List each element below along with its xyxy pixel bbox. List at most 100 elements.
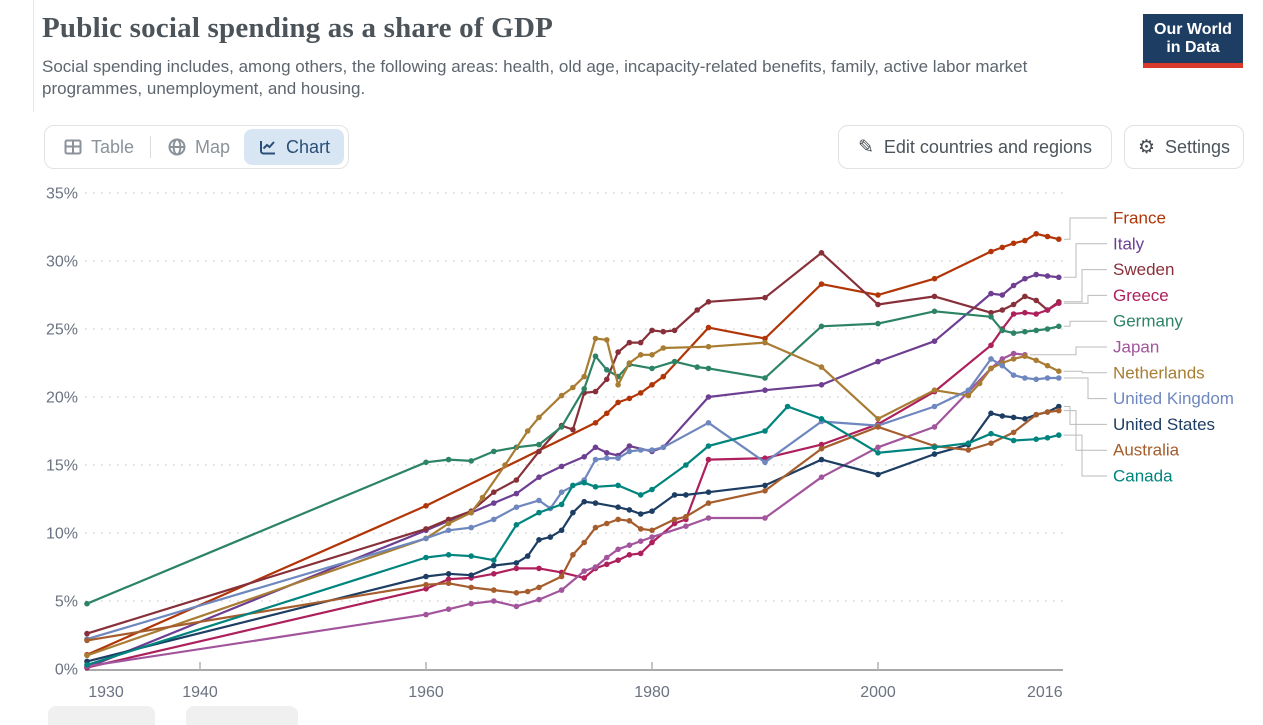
data-point[interactable] [536,537,542,543]
data-point[interactable] [1022,309,1028,316]
data-point[interactable] [1022,328,1028,335]
data-point[interactable] [570,509,576,516]
data-point[interactable] [637,390,644,396]
settings-button[interactable]: ⚙ Settings [1124,125,1244,169]
data-point[interactable] [637,526,644,532]
data-point[interactable] [491,571,497,577]
data-point[interactable] [423,526,429,532]
data-point[interactable] [875,424,881,430]
data-point[interactable] [626,518,633,524]
data-point[interactable] [491,516,497,523]
data-point[interactable] [649,486,655,493]
data-point[interactable] [988,342,994,349]
data-point[interactable] [615,399,621,406]
data-point[interactable] [683,492,689,498]
data-point[interactable] [558,527,565,534]
data-point[interactable] [468,458,475,464]
data-point[interactable] [705,489,712,496]
data-point[interactable] [1010,372,1017,379]
owid-logo[interactable]: Our World in Data [1143,14,1243,68]
data-point[interactable] [524,428,531,434]
data-point[interactable] [445,527,452,534]
data-point[interactable] [931,403,938,410]
data-point[interactable] [1044,375,1051,381]
data-point[interactable] [875,471,881,478]
data-point[interactable] [536,474,542,481]
data-point[interactable] [1033,357,1039,364]
data-point[interactable] [570,426,576,433]
data-point[interactable] [1056,368,1062,375]
data-point[interactable] [604,450,610,456]
data-point[interactable] [818,416,825,422]
data-point[interactable] [513,590,520,596]
data-point[interactable] [705,500,712,506]
data-point[interactable] [604,367,610,373]
data-point[interactable] [762,339,768,346]
data-point[interactable] [592,353,599,360]
tab-chart[interactable]: Chart [244,129,345,165]
data-point[interactable] [1010,429,1017,436]
data-point[interactable] [818,445,825,452]
data-point[interactable] [1044,273,1051,279]
legend-label-sweden[interactable]: Sweden [1113,260,1174,279]
data-point[interactable] [988,290,994,297]
series-france[interactable] [84,231,1062,658]
data-point[interactable] [1010,437,1017,444]
data-point[interactable] [626,448,633,455]
data-point[interactable] [671,520,678,527]
data-point[interactable] [1056,375,1062,381]
data-point[interactable] [649,539,655,546]
data-point[interactable] [468,584,475,591]
data-point[interactable] [705,443,712,449]
data-point[interactable] [988,248,994,255]
tab-map[interactable]: Map [153,129,244,165]
data-point[interactable] [491,598,497,604]
data-point[interactable] [683,523,689,529]
data-point[interactable] [649,327,655,334]
data-point[interactable] [423,581,429,588]
data-point[interactable] [694,307,700,313]
data-point[interactable] [536,596,542,603]
data-point[interactable] [683,462,689,468]
data-point[interactable] [660,328,667,335]
data-point[interactable] [491,489,497,496]
data-point[interactable] [524,588,531,595]
data-point[interactable] [604,455,610,462]
data-point[interactable] [592,524,599,531]
data-point[interactable] [931,308,938,315]
data-point[interactable] [1010,311,1017,317]
data-point[interactable] [988,430,994,437]
data-point[interactable] [931,293,938,300]
data-point[interactable] [570,482,576,489]
data-point[interactable] [445,520,452,527]
legend-label-netherlands[interactable]: Netherlands [1113,363,1205,382]
series-germany[interactable] [84,308,1062,607]
data-point[interactable] [558,489,565,496]
data-point[interactable] [1033,327,1039,334]
data-point[interactable] [1044,326,1051,332]
data-point[interactable] [615,557,621,563]
data-point[interactable] [1056,432,1062,438]
series-line[interactable] [85,409,1060,642]
data-point[interactable] [536,448,542,455]
data-point[interactable] [818,441,825,448]
timeline-play-control[interactable] [48,706,155,725]
data-point[interactable] [999,307,1006,313]
data-point[interactable] [445,576,452,582]
data-point[interactable] [423,503,429,509]
data-point[interactable] [875,292,881,298]
data-point[interactable] [1033,436,1039,443]
data-point[interactable] [1010,350,1017,357]
data-point[interactable] [637,339,644,346]
data-point[interactable] [84,637,90,644]
data-point[interactable] [491,562,497,569]
data-point[interactable] [581,454,587,460]
data-point[interactable] [1033,376,1039,383]
data-point[interactable] [705,299,712,305]
data-point[interactable] [875,450,881,456]
data-point[interactable] [626,542,633,548]
data-point[interactable] [592,564,599,570]
data-point[interactable] [965,392,972,399]
legend-label-canada[interactable]: Canada [1113,467,1173,486]
data-point[interactable] [762,428,768,434]
